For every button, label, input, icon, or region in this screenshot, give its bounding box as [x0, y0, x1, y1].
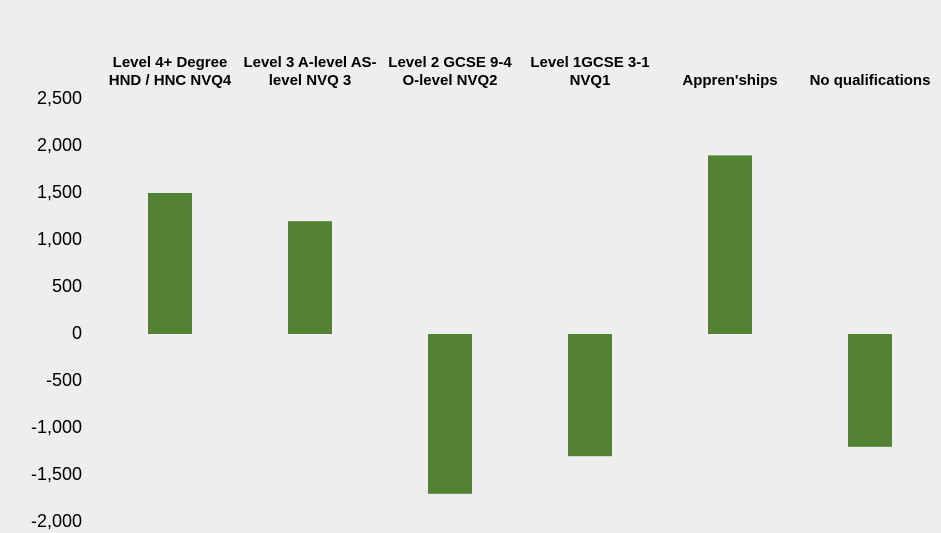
x-tick-label: Level 2 GCSE 9-4 O-level NVQ2	[388, 54, 512, 89]
x-tick-label: Level 3 A-level AS-level NVQ 3	[243, 54, 377, 89]
x-tick-label: No qualifications	[809, 72, 931, 89]
bar	[848, 334, 892, 447]
y-tick-label: 1,500	[37, 182, 82, 202]
bar	[148, 193, 192, 334]
y-tick-label: -2,000	[31, 511, 82, 531]
x-tick-label: Level 1GCSE 3-1 NVQ1	[530, 54, 650, 89]
y-tick-label: -1,000	[31, 417, 82, 437]
y-tick-label: -500	[46, 370, 82, 390]
bar	[568, 334, 612, 457]
x-tick-label: Level 4+ Degree HND / HNC NVQ4	[108, 54, 232, 89]
y-tick-label: 500	[52, 276, 82, 296]
y-tick-label: -1,500	[31, 464, 82, 484]
y-tick-label: 0	[72, 323, 82, 343]
bar	[288, 221, 332, 334]
y-tick-label: 1,000	[37, 229, 82, 249]
x-tick-label: Appren'ships	[682, 72, 778, 89]
y-tick-label: 2,500	[37, 88, 82, 108]
bar	[708, 155, 752, 334]
y-tick-label: 2,000	[37, 135, 82, 155]
bar	[428, 334, 472, 494]
